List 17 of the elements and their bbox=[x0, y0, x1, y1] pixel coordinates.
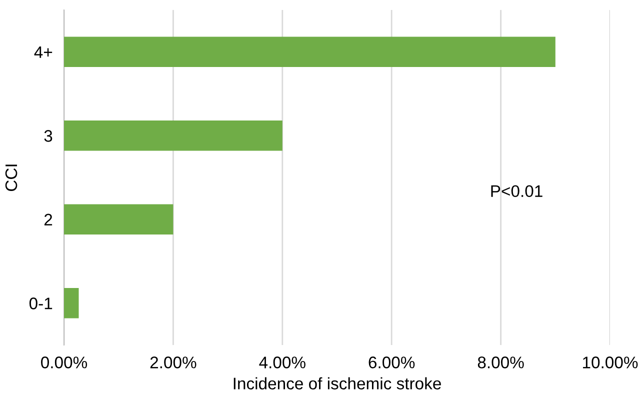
x-tick-label: 0.00% bbox=[41, 356, 88, 368]
y-tick-label: 2 bbox=[44, 214, 52, 226]
bar bbox=[64, 204, 174, 234]
y-tick-label: 4+ bbox=[34, 46, 52, 58]
x-tick-label: 10.00% bbox=[583, 356, 638, 368]
bar bbox=[64, 288, 79, 318]
x-tick-label: 4.00% bbox=[259, 356, 306, 368]
y-tick-label: 0-1 bbox=[29, 298, 52, 310]
x-tick-label: 6.00% bbox=[368, 356, 415, 368]
y-axis-title: CCI bbox=[5, 164, 18, 192]
x-tick-label: 2.00% bbox=[150, 356, 196, 368]
bar bbox=[64, 120, 282, 151]
x-axis-title: Incidence of ischemic stroke bbox=[234, 377, 441, 390]
y-tick-label: 3 bbox=[44, 130, 52, 142]
annotation: P<0.01 bbox=[491, 185, 542, 198]
x-tick-label: 8.00% bbox=[478, 356, 524, 368]
bar bbox=[64, 36, 556, 67]
